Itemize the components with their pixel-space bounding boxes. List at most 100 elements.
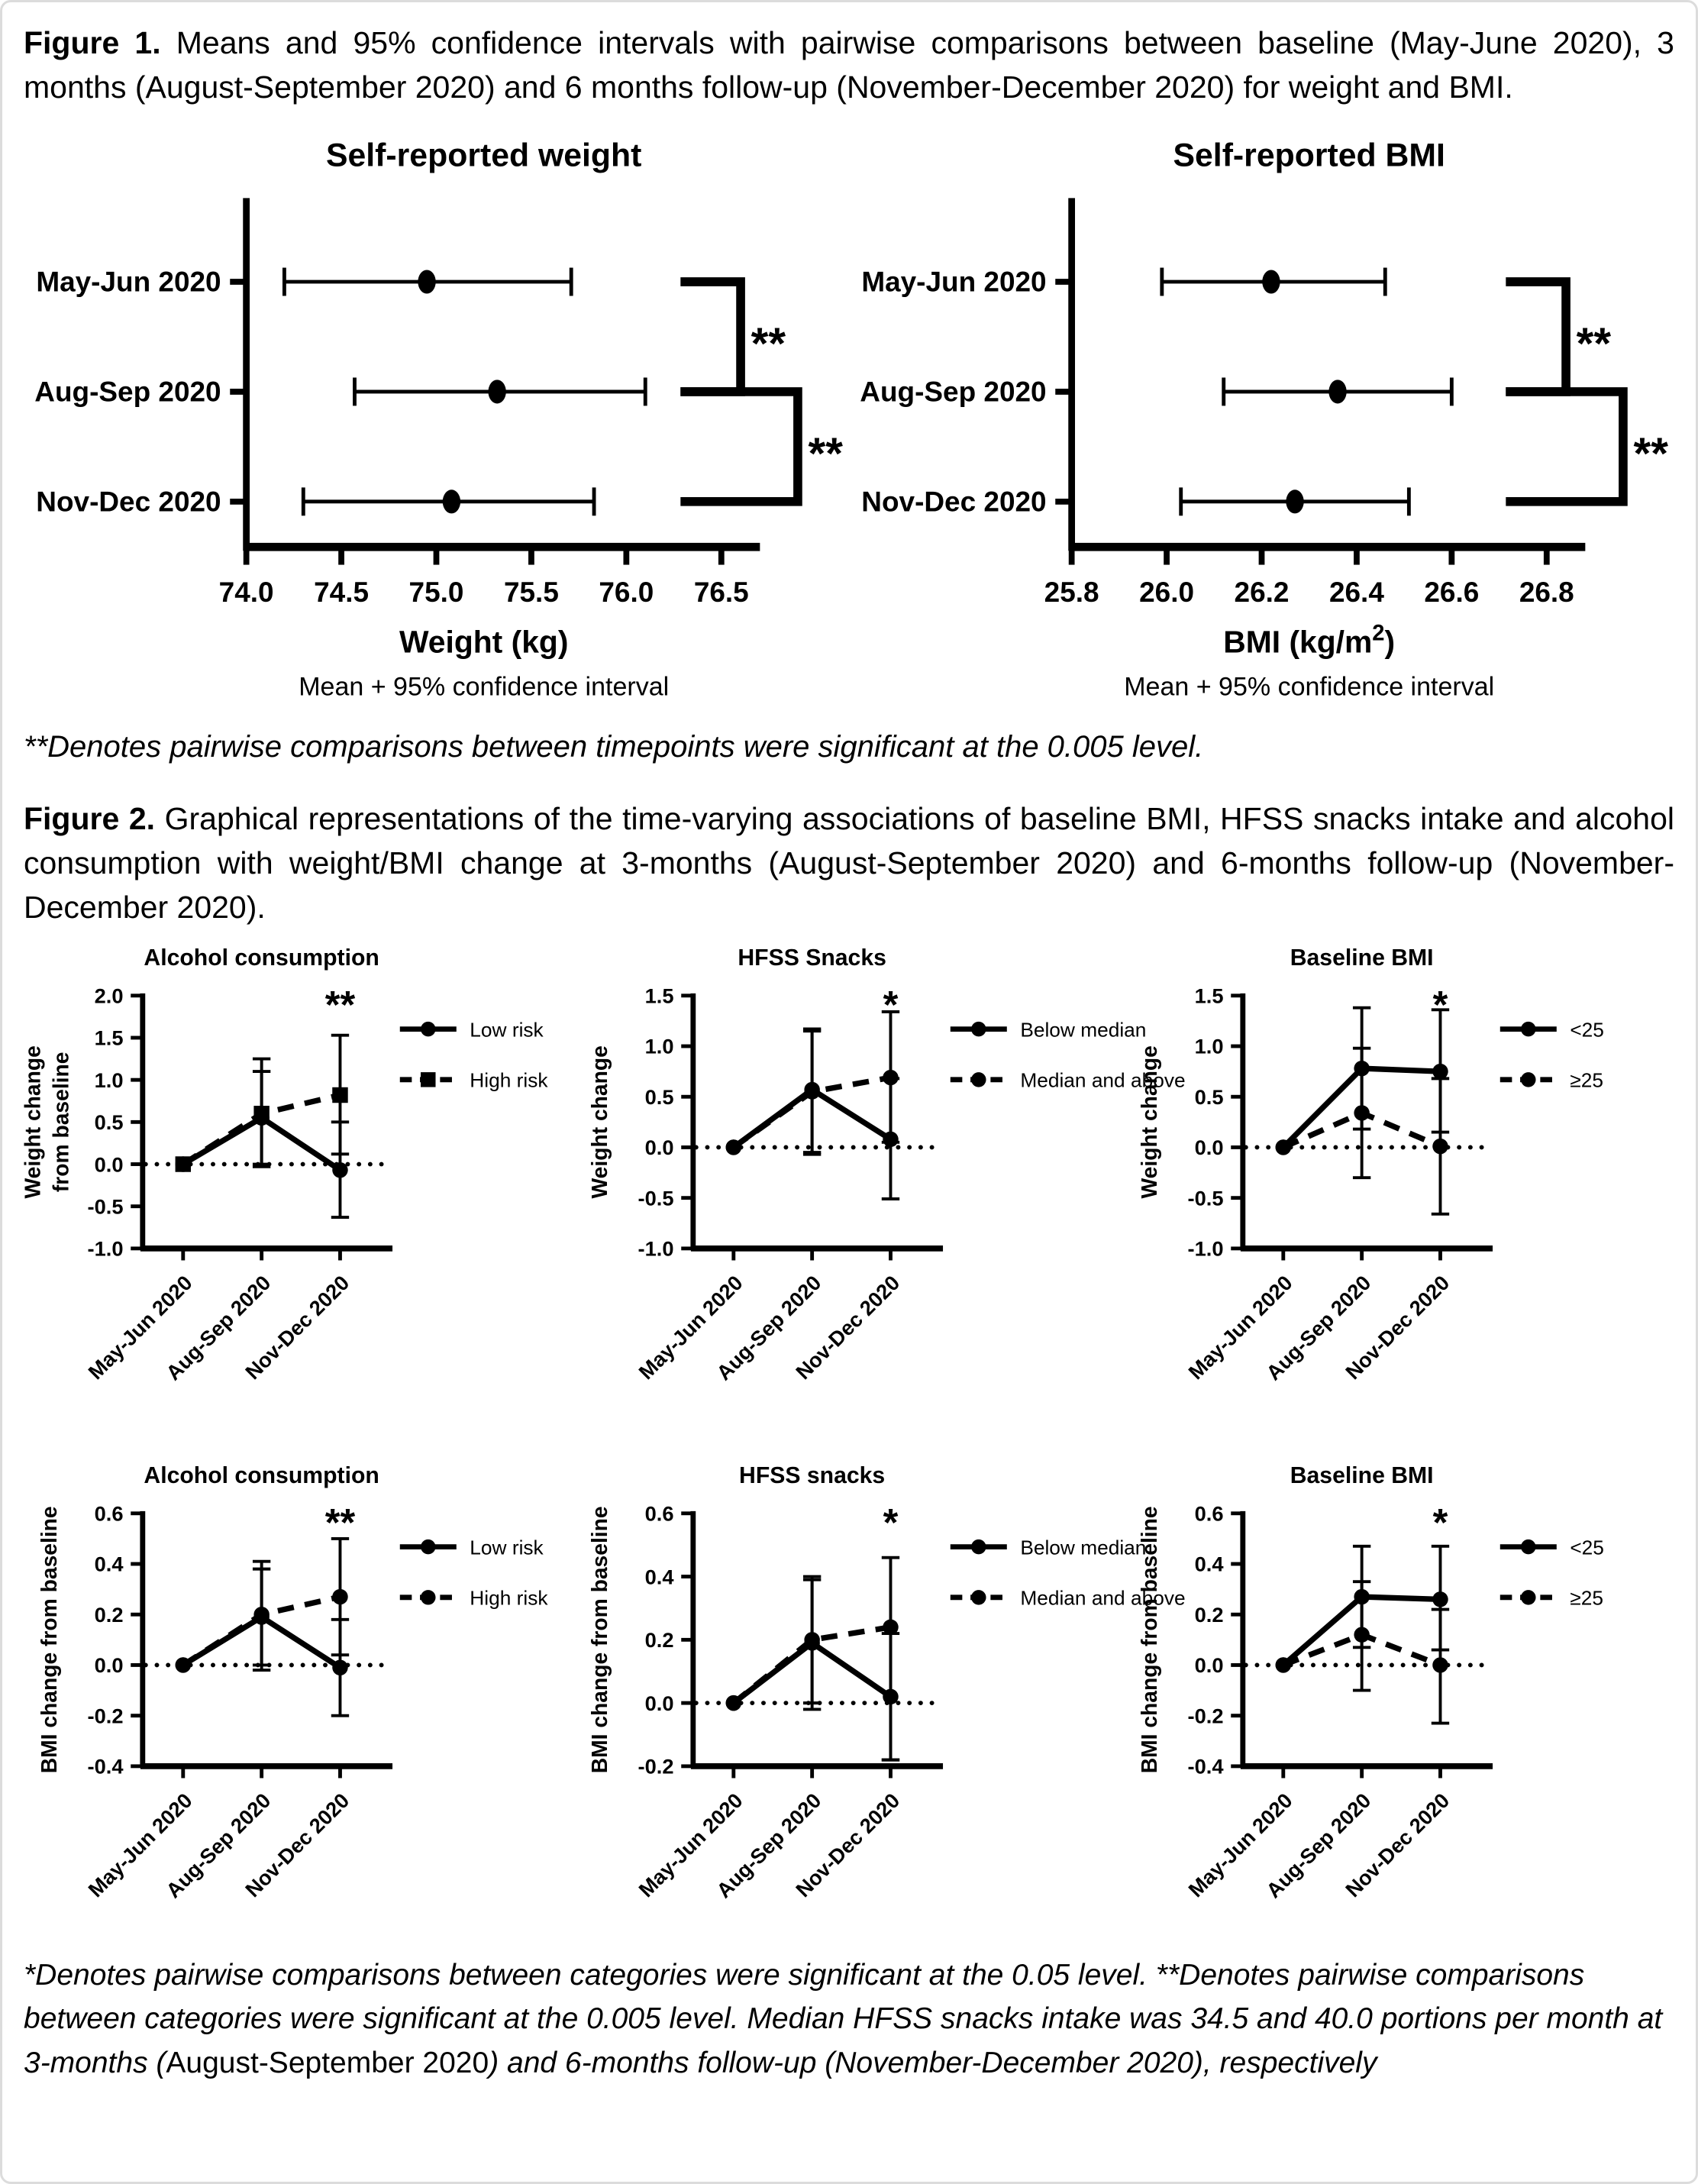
- sig-label-1: **: [751, 320, 786, 370]
- legend-label: High risk: [470, 1586, 548, 1609]
- y-axis-label: Weight change: [587, 1046, 612, 1199]
- legend-item--25: ≥25: [1500, 1069, 1603, 1092]
- x-tick-label: 75.0: [409, 577, 464, 609]
- ci-point-2: [1179, 487, 1411, 516]
- chart-title: Baseline BMI: [1290, 1462, 1434, 1488]
- y-tick-label: 0.2: [1195, 1602, 1224, 1626]
- series--25: [1275, 1626, 1449, 1673]
- legend-item--25: <25: [1500, 1536, 1604, 1559]
- figure2-caption-text: Graphical representations of the time-va…: [24, 800, 1674, 926]
- chart-title: Self-reported BMI: [1173, 137, 1445, 174]
- y-tick-label: 1.0: [644, 1035, 673, 1058]
- y-tick-label: -0.5: [1188, 1187, 1224, 1210]
- y-tick-label: 0.0: [95, 1653, 124, 1677]
- ci-point-1: [1222, 377, 1454, 406]
- y-axis-label: BMI change from baseline: [37, 1506, 61, 1773]
- figure1-caption-text: Means and 95% confidence intervals with …: [24, 25, 1674, 105]
- chart-weight-change-alcohol: Alcohol consumption 2.0 1.5 1.0 0.5 0.0 -0.5 -1…: [20, 932, 574, 1416]
- y-tick-label: 0.6: [644, 1501, 673, 1525]
- weight-change-alcohol-svg: Alcohol consumption 2.0 1.5 1.0 0.5 0.0 -0.5 -1…: [20, 945, 548, 1384]
- y-axis-label: BMI change from baseline: [587, 1506, 612, 1773]
- y-tick-label: 0.0: [644, 1136, 673, 1160]
- y-tick-label: 0.4: [95, 1552, 124, 1575]
- ci-point-0: [1160, 267, 1387, 296]
- y-tick-label: -0.2: [1188, 1704, 1224, 1727]
- legend-label: <25: [1570, 1019, 1605, 1042]
- y-tick-label: 0.4: [1195, 1552, 1225, 1575]
- figure2-charts-grid: Alcohol consumption 2.0 1.5 1.0 0.5 0.0 -0.5 -1…: [20, 932, 1674, 1934]
- x-tick-label: 26.0: [1139, 577, 1194, 609]
- sig-label: *: [883, 1500, 898, 1543]
- y-tick-label: 0.5: [644, 1085, 673, 1109]
- legend-item-median-and-above: Median and above: [950, 1069, 1185, 1092]
- chart-title: Baseline BMI: [1290, 945, 1434, 971]
- category-label: Aug-Sep 2020: [34, 376, 221, 408]
- sig-label-2: **: [809, 429, 844, 479]
- y-tick-label: -0.4: [88, 1754, 124, 1778]
- legend-item-low-risk: Low risk: [399, 1536, 544, 1559]
- chart-weight-change-baseline-bmi: Baseline BMI 1.5 1.0 0.5 0.0 -0.5 -1.0 May-Jun …: [1124, 932, 1674, 1416]
- y-tick-label: 0.6: [1195, 1501, 1224, 1525]
- sig-bracket-1: [1506, 277, 1570, 397]
- x-tick-label: 26.2: [1235, 577, 1290, 609]
- x-tick-label: 26.6: [1424, 577, 1479, 609]
- x-tick-label: 74.5: [314, 577, 369, 609]
- figure2-caption: Figure 2. Graphical representations of t…: [24, 796, 1674, 930]
- y-tick-label: 0.2: [644, 1628, 673, 1652]
- legend-item-high-risk: High risk: [399, 1069, 548, 1092]
- chart-bmi-change-baseline-bmi: Baseline BMI 0.6 0.4 0.2 0.0 -0.2 -0.4 May-Jun …: [1124, 1450, 1674, 1934]
- y-tick-label: -1.0: [1188, 1237, 1224, 1261]
- chart-self-reported-weight: Self-reported weight 74.0 74.5 75.0 75.5 76.0…: [24, 128, 849, 703]
- legend-item-median-and-above: Median and above: [950, 1586, 1185, 1609]
- series-median-and-above: [725, 1070, 899, 1156]
- y-axis-label: BMI change from baseline: [1137, 1506, 1161, 1773]
- sig-bracket-2: [680, 387, 802, 507]
- series-high-risk: [175, 1588, 348, 1673]
- y-tick-label: -0.5: [638, 1187, 673, 1210]
- legend-label: ≥25: [1570, 1069, 1604, 1092]
- x-tick-label: 76.0: [599, 577, 654, 609]
- category-label: Nov-Dec 2020: [36, 486, 221, 518]
- y-tick-label: 1.0: [95, 1068, 124, 1092]
- y-tick-label: 0.2: [95, 1602, 124, 1626]
- sig-label: *: [883, 983, 898, 1026]
- self-reported-weight-svg: Self-reported weight 74.0 74.5 75.0 75.5 76.0…: [34, 137, 844, 702]
- chart-sublabel: Mean + 95% confidence interval: [1124, 673, 1494, 702]
- y-tick-label: -0.5: [88, 1195, 124, 1219]
- figure2-footnote-part2: August-September 2020: [166, 2046, 489, 2079]
- sig-bracket-1: [680, 277, 745, 397]
- x-tick-label: 26.4: [1329, 577, 1384, 609]
- chart-title: Alcohol consumption: [144, 1462, 379, 1488]
- legend-item-high-risk: High risk: [399, 1586, 548, 1609]
- bmi-change-baseline-bmi-svg: Baseline BMI0.60.40.20.0-0.2-0.4May-Jun …: [1137, 1462, 1604, 1901]
- sig-label: *: [1433, 1500, 1448, 1543]
- weight-change-baseline-bmi-svg: Baseline BMI1.51.00.50.0-0.5-1.0May-Jun …: [1137, 945, 1605, 1384]
- y-tick-label: 0.0: [1195, 1653, 1224, 1677]
- legend-label: Low risk: [470, 1019, 544, 1042]
- ci-point-1: [353, 377, 647, 406]
- sig-label: **: [325, 983, 356, 1026]
- y-tick-label: 0.0: [95, 1153, 124, 1177]
- figure1-footnote: **Denotes pairwise comparisons between t…: [24, 729, 1204, 764]
- series-high-risk: [175, 1087, 348, 1173]
- y-tick-label: 0.0: [1195, 1136, 1224, 1160]
- y-tick-label: 0.5: [1195, 1085, 1224, 1109]
- series-median-and-above: [725, 1619, 899, 1711]
- chart-bmi-change-alcohol: Alcohol consumption 0.6 0.4 0.2 0.0 -0.2 -0.4 M…: [24, 1450, 574, 1934]
- y-tick-label: 1.5: [95, 1026, 124, 1050]
- y-tick-label: 0.0: [644, 1691, 673, 1714]
- chart-sublabel: Mean + 95% confidence interval: [299, 673, 669, 702]
- sig-label: *: [1433, 983, 1448, 1026]
- x-tick-label: 26.8: [1519, 577, 1574, 609]
- sig-label-1: **: [1577, 320, 1612, 370]
- legend-item-below-median: Below median: [950, 1019, 1146, 1042]
- x-tick-label: 76.5: [694, 577, 749, 609]
- series--25: [1275, 1105, 1449, 1156]
- chart-weight-change-hfss-snacks: HFSS Snacks 1.5 1.0 0.5 0.0 -0.5 -1.0 May-Jun 2…: [574, 932, 1186, 1416]
- x-tick-label: 25.8: [1044, 577, 1099, 609]
- y-tick-label: 0.4: [644, 1565, 674, 1588]
- y-tick-label: 0.5: [95, 1111, 124, 1135]
- y-tick-label: 1.5: [644, 984, 673, 1008]
